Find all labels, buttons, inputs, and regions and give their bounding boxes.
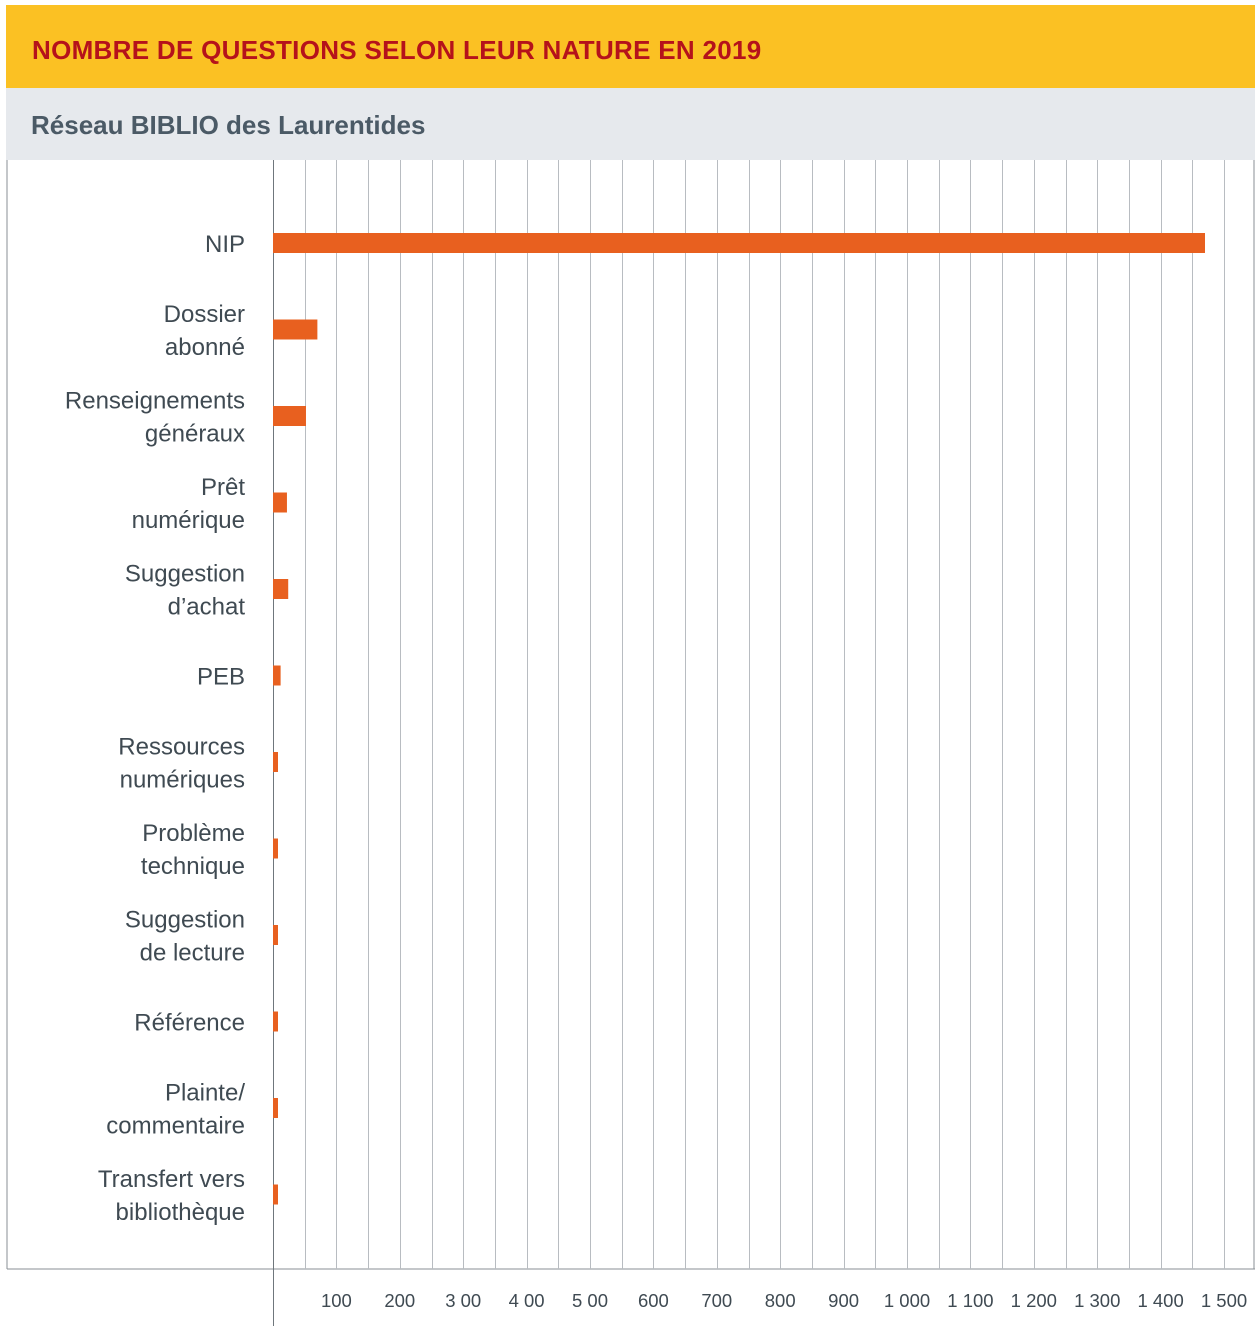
x-tick-label: 1 300 [1074,1290,1120,1311]
category-label: Transfert vers bibliothèque [98,1166,245,1226]
chart-title-band: NOMBRE DE QUESTIONS SELON LEUR NATURE EN… [6,5,1255,88]
bar [273,319,318,340]
category-label: Problème technique [141,820,245,880]
category-label: Prêt numérique [132,474,246,534]
x-tick-label: 200 [384,1290,415,1311]
x-tick-label: 1 400 [1137,1290,1183,1311]
chart-frame [6,160,1255,1270]
chart-gridlines [273,160,1225,1326]
chart-bars [273,233,1205,1205]
category-label: Suggestion de lecture [125,907,245,967]
category-label: NIP [205,231,245,258]
x-tick-label: 900 [828,1290,859,1311]
x-tick-label: 1 200 [1011,1290,1057,1311]
x-tick-label: 1 000 [884,1290,930,1311]
bar [273,665,281,686]
category-label: Ressources numériques [118,734,245,794]
x-tick-label: 100 [321,1290,352,1311]
bar [273,752,278,772]
bar [273,1011,278,1032]
x-tick-label: 700 [701,1290,732,1311]
bar [273,1184,278,1205]
chart-subtitle: Réseau BIBLIO des Laurentides [31,110,426,140]
x-tick-label: 5 00 [572,1290,608,1311]
category-label: Suggestion d’achat [125,561,245,621]
category-label: Référence [134,1010,245,1037]
category-labels: NIP Dossier abonné Renseignements généraux Pr… [65,231,245,1226]
bar [273,838,278,859]
x-tick-label: 600 [638,1290,669,1311]
bar [273,925,278,945]
x-tick-label: 1 100 [947,1290,993,1311]
chart-subtitle-band: Réseau BIBLIO des Laurentides [6,88,1255,160]
category-label: Renseignements généraux [65,388,245,448]
x-tick-label: 1 500 [1201,1290,1247,1311]
category-label: PEB [197,664,245,691]
x-tick-label: 3 00 [445,1290,481,1311]
bar [273,1098,278,1118]
bar [273,406,306,426]
x-axis-tick-labels: 100 200 3 00 4 00 5 00 600 700 800 900 1 000 1 100… [321,1290,1247,1311]
category-label: Plainte/commentaire [106,1080,245,1140]
chart-title: NOMBRE DE QUESTIONS SELON LEUR NATURE EN… [32,35,762,65]
bar [273,233,1205,253]
category-label: Dossier abonné [164,301,245,361]
x-tick-label: 800 [765,1290,796,1311]
bar [273,492,287,513]
bar [273,579,289,599]
x-tick-label: 4 00 [509,1290,545,1311]
